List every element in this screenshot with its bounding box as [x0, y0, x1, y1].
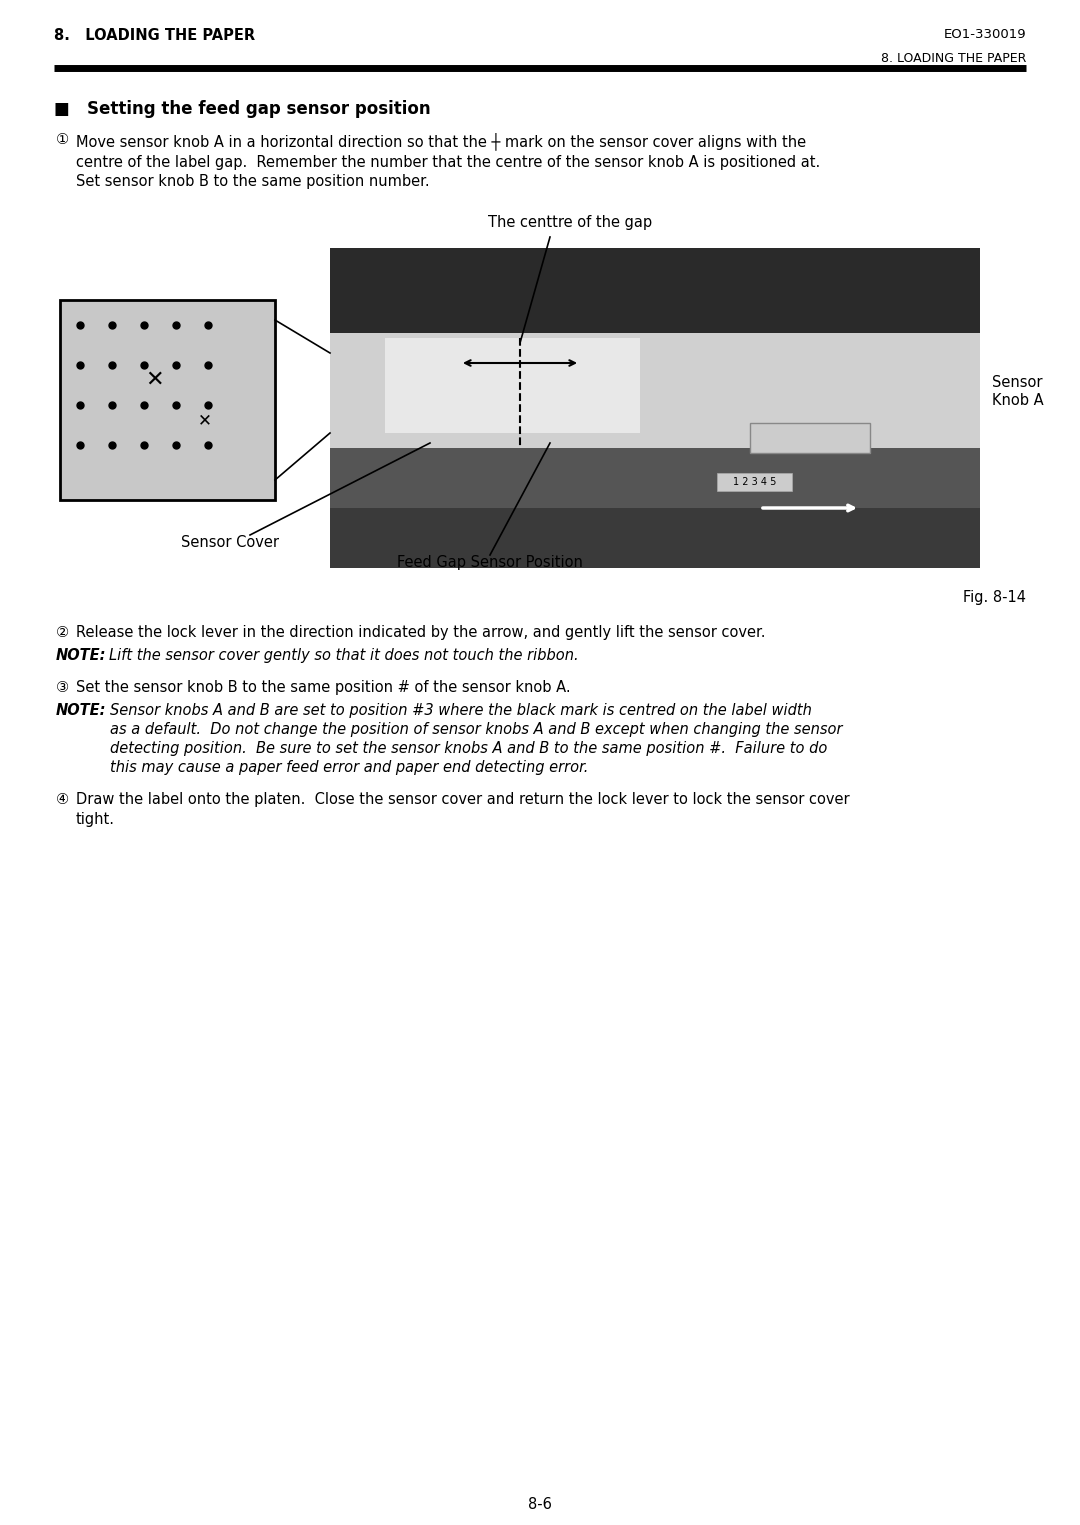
Text: Fig. 8-14: Fig. 8-14: [963, 590, 1026, 605]
Text: NOTE:: NOTE:: [56, 703, 107, 718]
Text: Move sensor knob A in a horizontal direction so that the ┼ mark on the sensor co: Move sensor knob A in a horizontal direc…: [76, 133, 820, 189]
Text: as a default.  Do not change the position of sensor knobs A and B except when ch: as a default. Do not change the position…: [110, 721, 842, 737]
Text: Draw the label onto the platen.  Close the sensor cover and return the lock leve: Draw the label onto the platen. Close th…: [76, 791, 850, 807]
Bar: [384, 339, 640, 433]
Bar: [60, 300, 275, 500]
Text: Lift the sensor cover gently so that it does not touch the ribbon.: Lift the sensor cover gently so that it …: [109, 648, 579, 663]
Text: ■   Setting the feed gap sensor position: ■ Setting the feed gap sensor position: [54, 101, 431, 117]
Bar: [330, 249, 980, 567]
Bar: [330, 448, 980, 508]
Text: ②: ②: [56, 625, 69, 640]
Text: ✕: ✕: [198, 412, 212, 429]
Text: tight.: tight.: [76, 811, 114, 827]
Text: Sensor: Sensor: [993, 375, 1042, 390]
Text: ③: ③: [56, 680, 69, 695]
Text: Sensor knobs A and B are set to position #3 where the black mark is centred on t: Sensor knobs A and B are set to position…: [110, 703, 812, 718]
Bar: [750, 422, 870, 453]
Bar: [330, 249, 980, 332]
Text: ④: ④: [56, 791, 69, 807]
Text: detecting position.  Be sure to set the sensor knobs A and B to the same positio: detecting position. Be sure to set the s…: [110, 741, 827, 756]
Text: Release the lock lever in the direction indicated by the arrow, and gently lift : Release the lock lever in the direction …: [76, 625, 766, 640]
Text: Sensor Cover: Sensor Cover: [181, 535, 279, 551]
Text: Set the sensor knob B to the same position # of the sensor knob A.: Set the sensor knob B to the same positi…: [76, 680, 570, 695]
Text: NOTE:: NOTE:: [56, 648, 107, 663]
Bar: [330, 508, 980, 567]
Text: 8. LOADING THE PAPER: 8. LOADING THE PAPER: [880, 52, 1026, 66]
Text: 1 2 3 4 5: 1 2 3 4 5: [733, 477, 777, 486]
Bar: [717, 473, 792, 491]
Text: ①: ①: [56, 133, 69, 146]
Text: The centtre of the gap: The centtre of the gap: [488, 215, 652, 230]
Text: EO1-330019: EO1-330019: [943, 27, 1026, 41]
Text: ✕: ✕: [146, 371, 164, 390]
Text: 8-6: 8-6: [528, 1498, 552, 1511]
Text: this may cause a paper feed error and paper end detecting error.: this may cause a paper feed error and pa…: [110, 759, 589, 775]
Text: 8.   LOADING THE PAPER: 8. LOADING THE PAPER: [54, 27, 255, 43]
Bar: [330, 332, 980, 448]
Text: Knob A: Knob A: [993, 393, 1043, 409]
Text: Feed Gap Sensor Position: Feed Gap Sensor Position: [397, 555, 583, 570]
